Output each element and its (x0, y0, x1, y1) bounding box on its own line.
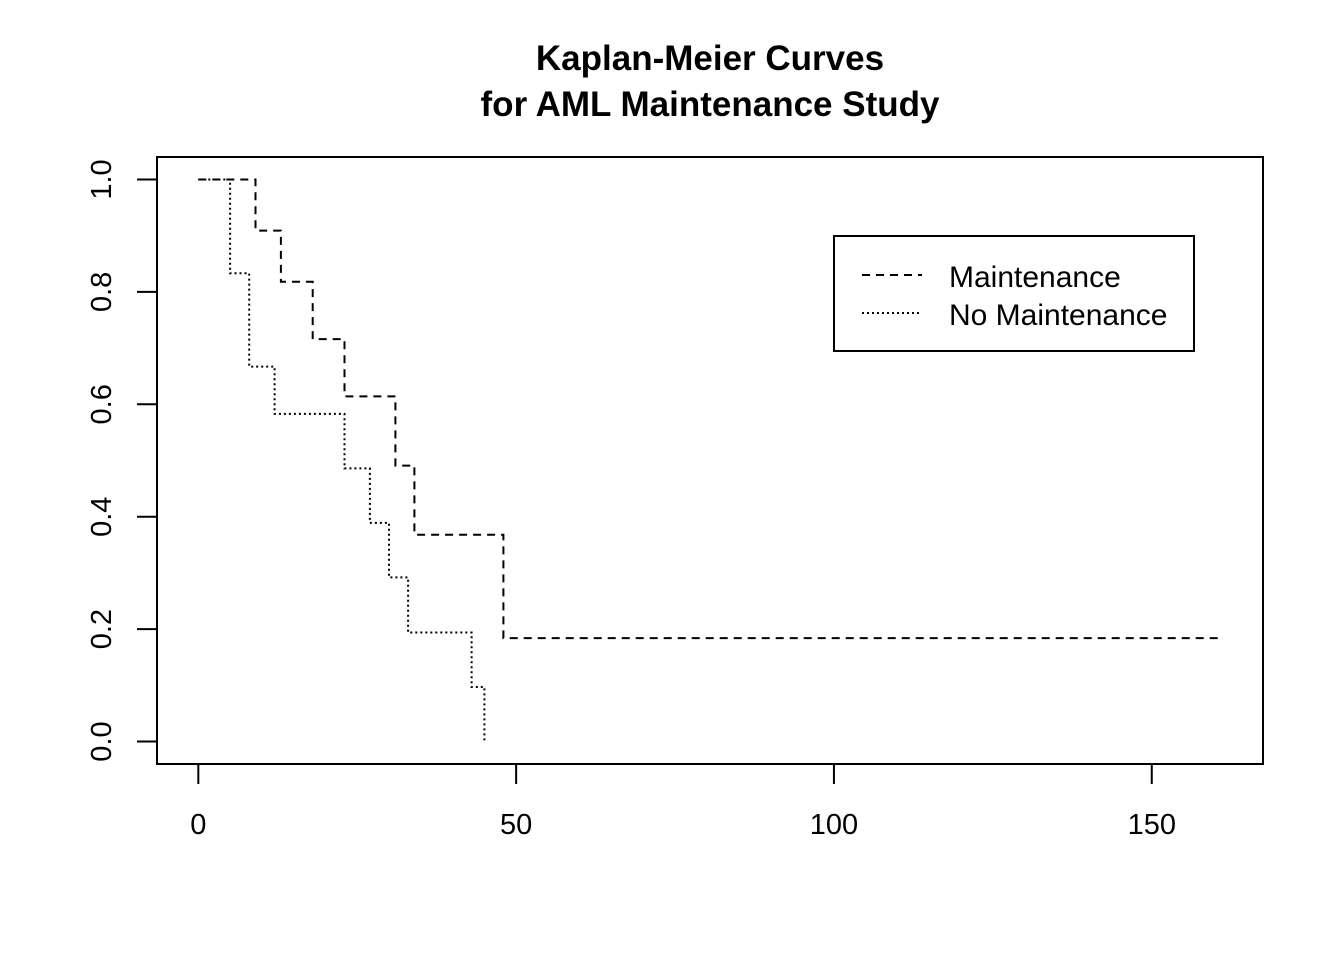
y-tick-label: 0.4 (86, 497, 118, 537)
series-line-no-maintenance (198, 178, 486, 742)
legend: Maintenance No Maintenance (833, 235, 1195, 352)
legend-box (833, 235, 1195, 352)
x-tick-label: 150 (1128, 809, 1176, 841)
y-axis: 0.0 0.2 0.4 0.6 0.8 1.0 (86, 159, 158, 762)
x-tick-label: 100 (810, 809, 858, 841)
y-tick-label: 0.6 (86, 384, 118, 424)
x-tick-label: 0 (190, 809, 206, 841)
y-tick-label: 1.0 (86, 159, 118, 199)
legend-label-no-maintenance: No Maintenance (949, 299, 1167, 332)
x-tick-label: 50 (500, 809, 532, 841)
y-tick-label: 0.8 (86, 272, 118, 312)
chart-title-line2: for AML Maintenance Study (481, 85, 940, 124)
chart-title-line1: Kaplan-Meier Curves (536, 39, 884, 78)
series-layer (198, 178, 1222, 742)
y-tick-label: 0.0 (86, 721, 118, 761)
legend-label-maintenance: Maintenance (949, 261, 1121, 294)
y-tick-label: 0.2 (86, 609, 118, 649)
x-axis: 0 50 100 150 (190, 763, 1176, 841)
